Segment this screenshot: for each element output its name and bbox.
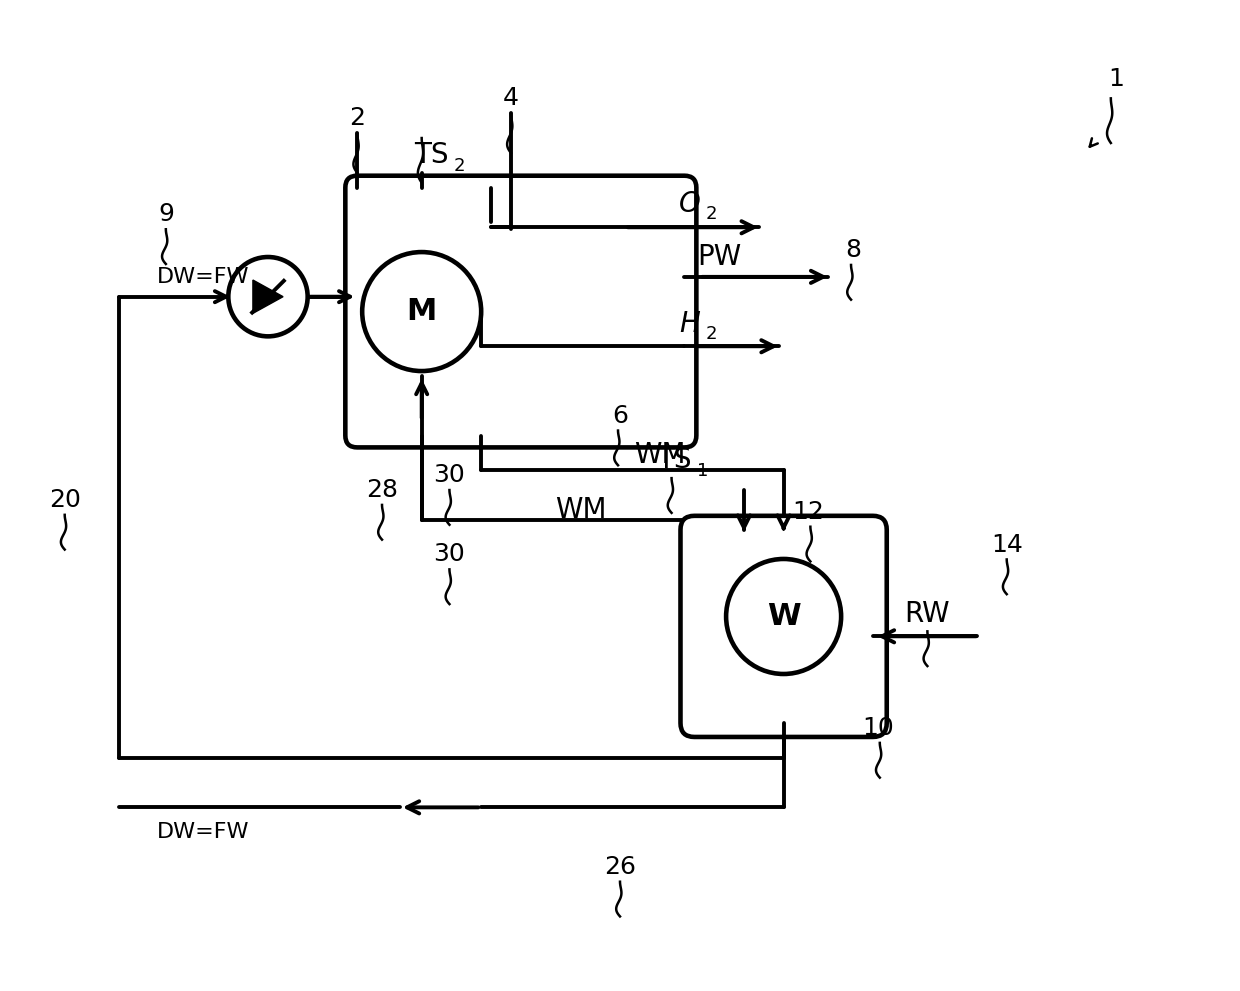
Text: 6: 6 [613, 403, 627, 428]
Text: 2: 2 [706, 325, 717, 343]
Circle shape [228, 257, 308, 336]
FancyBboxPatch shape [681, 516, 887, 737]
Text: 10: 10 [862, 716, 894, 740]
FancyBboxPatch shape [345, 175, 697, 447]
Text: M: M [407, 297, 436, 326]
Circle shape [362, 252, 481, 371]
Text: 1: 1 [1107, 66, 1123, 90]
Text: 9: 9 [157, 202, 174, 226]
Text: 30: 30 [434, 542, 465, 567]
Text: W: W [766, 602, 801, 631]
Circle shape [727, 559, 841, 674]
Text: 28: 28 [366, 478, 398, 502]
Text: 2: 2 [350, 106, 366, 130]
Text: DW=FW: DW=FW [157, 823, 249, 842]
Text: 2: 2 [706, 205, 717, 223]
Text: H: H [680, 310, 699, 339]
Text: PW: PW [697, 243, 742, 271]
Text: 26: 26 [604, 855, 636, 879]
Text: 2: 2 [454, 157, 465, 174]
Text: TS: TS [414, 141, 449, 168]
Text: WM: WM [554, 496, 606, 524]
Text: 4: 4 [503, 86, 518, 110]
Text: RW: RW [905, 601, 950, 628]
Text: TS: TS [657, 446, 692, 475]
Text: DW=FW: DW=FW [157, 267, 249, 286]
Text: 12: 12 [792, 499, 825, 524]
Text: WM: WM [634, 441, 686, 470]
Text: O: O [678, 190, 701, 218]
Text: 20: 20 [48, 488, 81, 512]
Text: 30: 30 [434, 463, 465, 488]
Text: 14: 14 [991, 532, 1023, 557]
Text: 1: 1 [697, 462, 708, 481]
Text: 8: 8 [844, 238, 861, 262]
Polygon shape [253, 280, 283, 313]
